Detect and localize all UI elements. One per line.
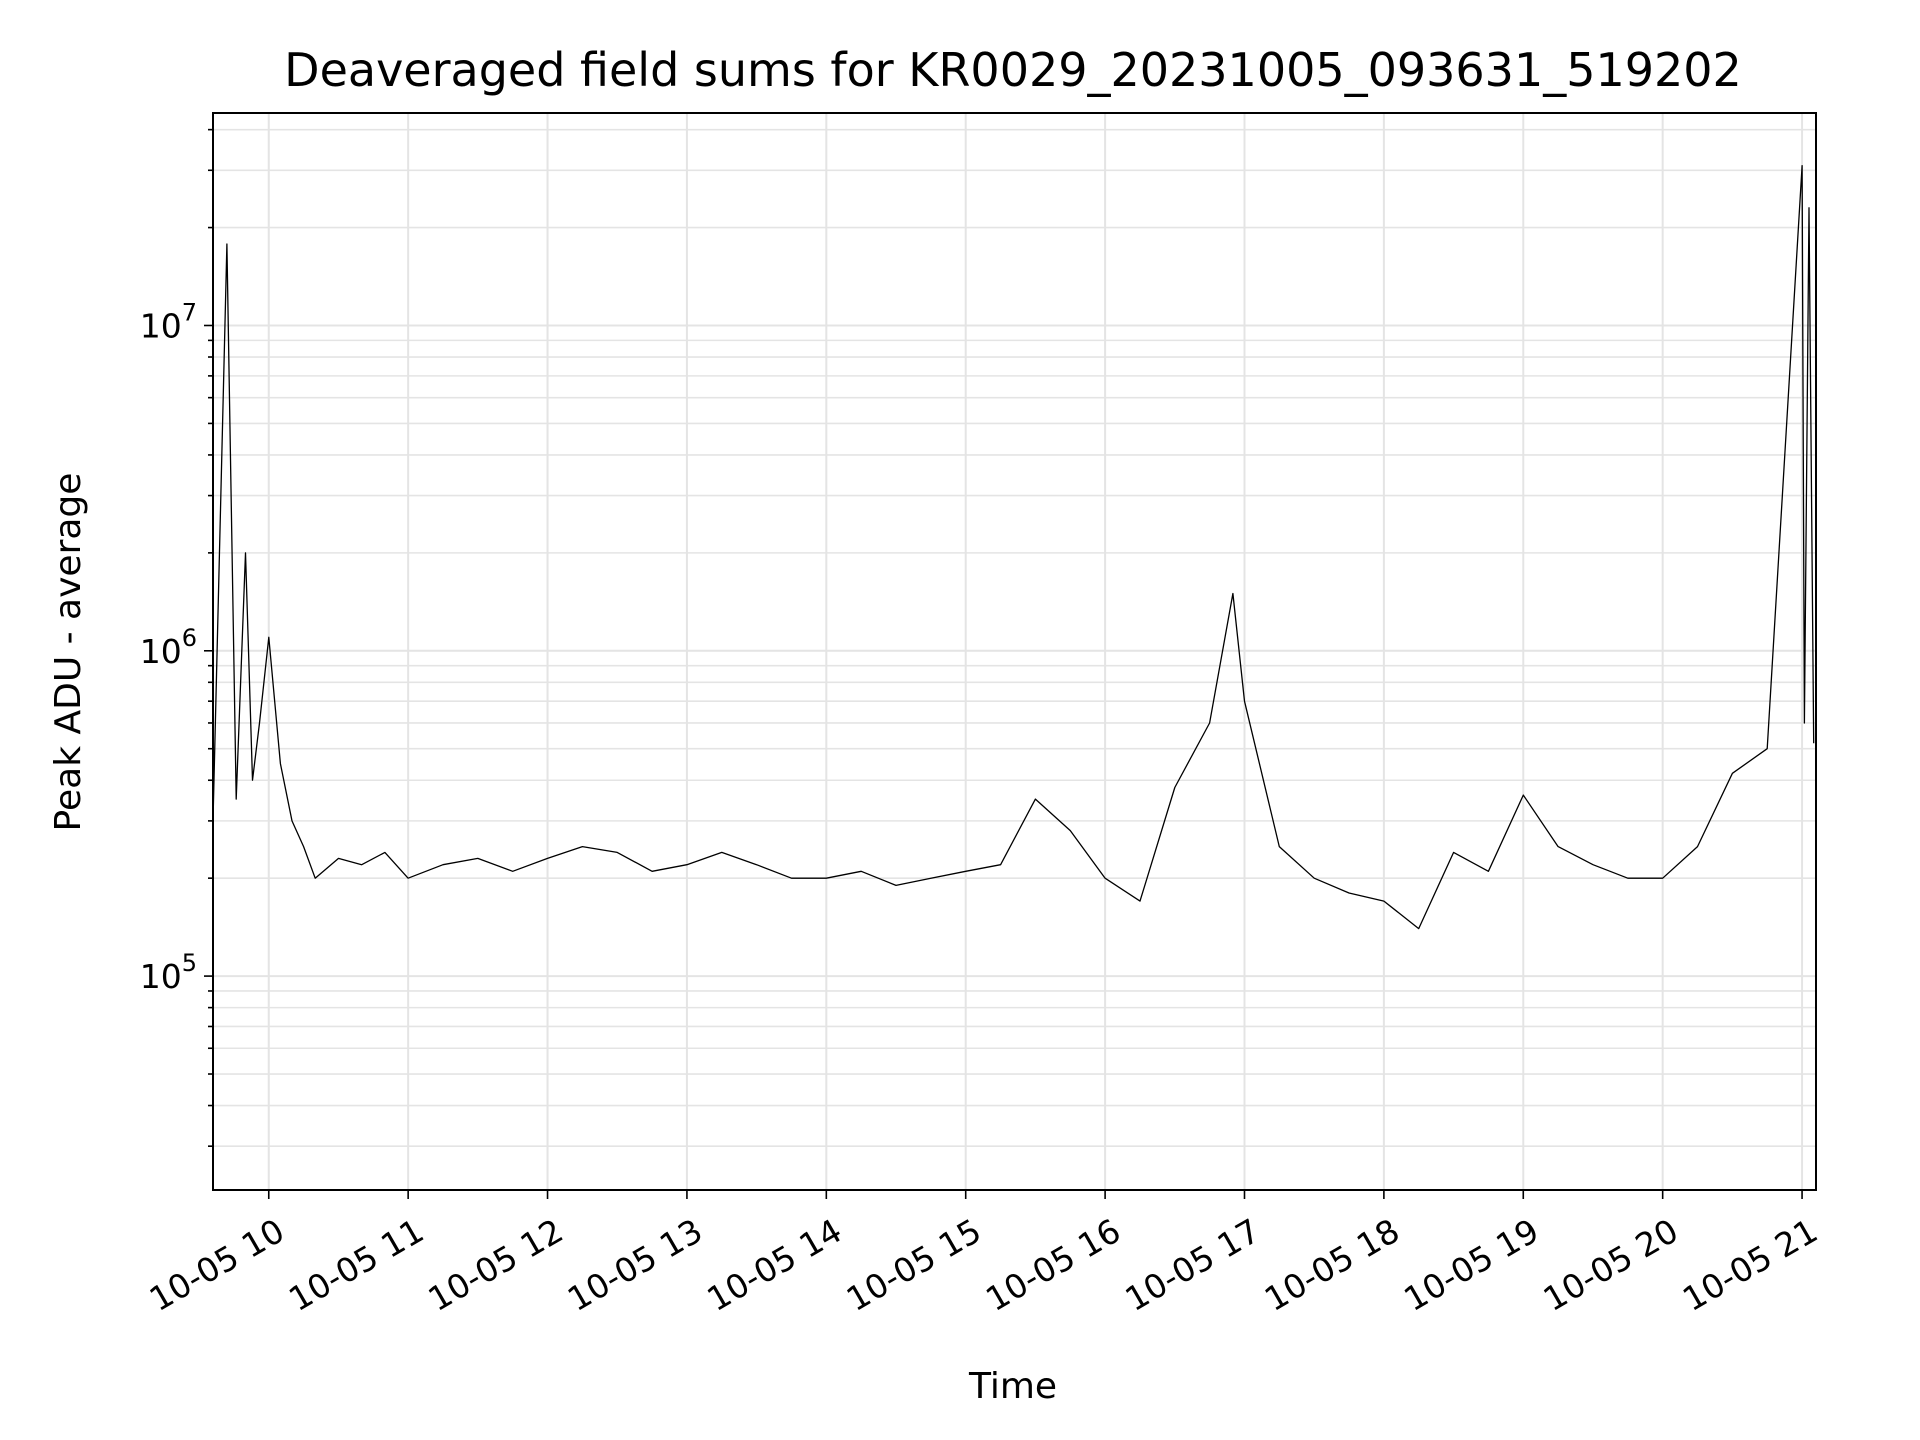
data-point xyxy=(303,846,305,848)
y-tick-label: 107 xyxy=(140,298,197,345)
data-point xyxy=(384,851,386,853)
data-point xyxy=(1801,165,1803,167)
data-point xyxy=(1244,700,1246,702)
data-point xyxy=(965,870,967,872)
x-axis-title: Time xyxy=(968,1366,1057,1407)
data-point xyxy=(1697,846,1699,848)
data-point xyxy=(268,636,270,638)
data-point xyxy=(1803,722,1805,724)
data-point xyxy=(1627,877,1629,879)
data-point xyxy=(1000,864,1002,866)
series-line xyxy=(212,165,1815,930)
data-point xyxy=(361,864,363,866)
data-point xyxy=(1278,846,1280,848)
data-point xyxy=(791,877,793,879)
chart-title: Deaveraged field sums for KR0029_2023100… xyxy=(284,43,1742,97)
data-point xyxy=(547,857,549,859)
data-point xyxy=(1522,794,1524,796)
data-point xyxy=(860,870,862,872)
data-point xyxy=(477,857,479,859)
y-tick-label: 105 xyxy=(140,949,197,996)
data-point xyxy=(895,884,897,886)
data-point xyxy=(1232,593,1234,595)
data-point xyxy=(1348,892,1350,894)
data-point xyxy=(581,846,583,848)
data-point xyxy=(1731,772,1733,774)
data-point xyxy=(512,870,514,872)
data-point xyxy=(1104,877,1106,879)
data-point xyxy=(314,877,316,879)
data-point xyxy=(235,798,237,800)
data-point xyxy=(1069,830,1071,832)
data-point xyxy=(252,779,254,781)
data-point xyxy=(259,722,261,724)
data-point xyxy=(1139,900,1141,902)
data-point xyxy=(930,877,932,879)
data-point xyxy=(442,864,444,866)
data-point xyxy=(756,864,758,866)
data-point xyxy=(651,870,653,872)
data-point xyxy=(1766,748,1768,750)
y-axis-title: Peak ADU - average xyxy=(48,473,89,832)
y-tick-label: 106 xyxy=(140,624,197,671)
data-point xyxy=(721,851,723,853)
data-point xyxy=(245,552,247,554)
data-point xyxy=(1453,851,1455,853)
data-point xyxy=(1034,798,1036,800)
data-point xyxy=(1313,877,1315,879)
data-point xyxy=(1662,877,1664,879)
data-point xyxy=(291,820,293,822)
data-point xyxy=(338,857,340,859)
data-point xyxy=(279,763,281,765)
data-point xyxy=(1487,870,1489,872)
data-point xyxy=(1383,900,1385,902)
data-point xyxy=(1808,207,1810,209)
data-point xyxy=(1418,928,1420,930)
data-point xyxy=(1209,722,1211,724)
data-point xyxy=(1174,787,1176,789)
data-point xyxy=(1557,846,1559,848)
data-point xyxy=(616,851,618,853)
data-point xyxy=(407,877,409,879)
data-point xyxy=(226,243,228,245)
y-axis: 105 106 107 xyxy=(140,128,213,1147)
data-point xyxy=(686,864,688,866)
series-layer xyxy=(212,165,1815,930)
grid xyxy=(213,113,1816,1190)
data-point xyxy=(1813,742,1815,744)
data-point xyxy=(1592,864,1594,866)
data-point xyxy=(825,877,827,879)
